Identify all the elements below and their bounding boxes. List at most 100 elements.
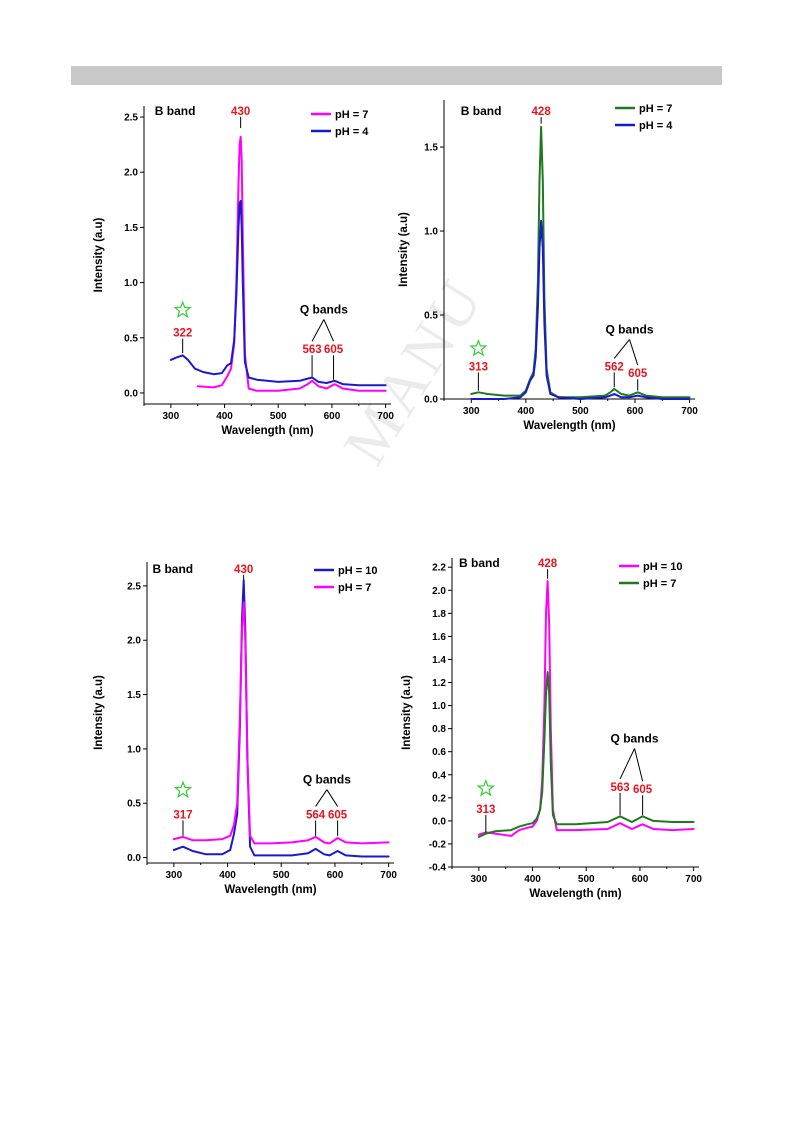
q-bands-bracket [634,748,644,782]
y-tick-label: 0.6 [432,747,446,758]
chart-panel-2: 300 400 500 600 700 0.0 0.5 1.0 1.5 Wavelength (n… [397,94,702,439]
x-tick-label: 700 [681,406,698,417]
b-band-label: B band [459,556,500,570]
legend-label: pH = 7 [335,109,368,121]
chart-4-svg: 300 400 500 600 700 -0.4 -0.2 0.0 0.2 0.4 0.6 0.8 1.… [401,556,702,900]
peak-label: 605 [633,784,653,796]
x-tick-label: 300 [463,406,480,417]
y-tick-label: 1.6 [432,632,446,643]
q-bands-label: Q bands [606,322,654,336]
peak-label: 430 [231,106,250,118]
y-tick-label: 0.2 [432,793,446,804]
peak-label: 605 [328,809,348,821]
peak-label: 605 [324,344,344,356]
peak-label: 605 [628,368,648,380]
y-tick-label: 0.0 [424,395,438,406]
y-tick-label: 1.0 [124,278,138,289]
q-bands-bracket [315,789,328,807]
x-tick-label: 600 [632,874,649,885]
y-tick-label: 2.2 [432,563,446,574]
q-bands-label: Q bands [300,302,348,316]
legend-label: pH = 10 [338,565,377,577]
q-bands-label: Q bands [303,773,351,787]
y-tick-label: 1.0 [127,744,141,755]
peak-label: 563 [610,782,629,794]
legend-label: pH = 7 [639,103,672,115]
chart-panel-4: 300 400 500 600 700 -0.4 -0.2 0.0 0.2 0.4 0.6 0.8 1.… [400,552,705,912]
y-tick-label: 0.5 [124,333,138,344]
peak-label: 428 [538,558,558,570]
q-bands-bracket [613,339,630,359]
b-band-label: B band [152,562,193,576]
x-axis-label: Wavelength (nm) [523,420,615,432]
y-tick-label: 2.5 [124,113,138,124]
y-tick-label: 0.5 [127,799,141,810]
y-tick-label: 2.0 [124,168,138,179]
peak-label: 322 [173,328,192,340]
y-tick-label: 0.8 [432,724,446,735]
peak-label: 317 [173,809,192,821]
chart-panel-3: 300 400 500 600 700 0.0 0.5 1.0 1.5 2.0 2.5 Wavelen… [92,552,407,912]
x-axis-label: Wavelength (nm) [529,888,621,900]
q-bands-bracket [326,789,339,807]
peak-label: 563 [302,344,321,356]
y-tick-label: 1.2 [432,678,446,689]
q-bands-label: Q bands [611,731,659,745]
x-tick-label: 700 [380,870,397,881]
y-tick-label: 0.0 [432,816,446,827]
y-axis-label: Intensity (a.u) [93,217,105,292]
y-tick-label: 1.5 [124,223,138,234]
x-tick-label: 400 [216,411,233,422]
y-tick-label: -0.4 [429,863,447,874]
x-tick-label: 500 [572,406,589,417]
legend-label: pH = 10 [643,561,682,573]
y-tick-label: 2.0 [432,586,446,597]
y-tick-label: 1.4 [432,655,446,666]
peak-label: 430 [234,564,253,576]
legend-label: pH = 7 [643,578,676,590]
x-tick-label: 400 [518,406,535,417]
y-tick-label: 0.0 [127,853,141,864]
q-bands-bracket [323,319,335,342]
x-tick-label: 300 [163,411,180,422]
header-bar [71,66,722,85]
y-tick-label: 0.5 [424,311,438,322]
x-tick-label: 300 [471,874,488,885]
y-tick-label: 1.0 [424,227,438,238]
x-tick-label: 700 [377,411,394,422]
y-tick-label: 2.0 [127,636,141,647]
x-tick-label: 300 [166,870,183,881]
y-axis-label: Intensity (a.u) [401,675,413,750]
b-band-label: B band [155,104,196,118]
series-line-2 [470,219,691,400]
x-tick-label: 600 [324,411,341,422]
peak-label: 564 [306,809,326,821]
x-tick-label: 600 [627,406,644,417]
series-line-2 [477,671,695,838]
x-tick-label: 700 [685,874,702,885]
y-tick-label: 1.8 [432,609,446,620]
q-bands-bracket [629,339,639,366]
peak-label: 562 [605,361,624,373]
x-tick-label: 400 [524,874,541,885]
y-tick-label: 0.0 [124,388,138,399]
chart-panel-1: 300 400 500 600 700 0.0 0.5 1.0 1.5 2.0 2.5 Wavelen… [92,94,397,439]
series-line-1 [477,580,695,837]
peak-label: 313 [469,361,488,373]
series-line-1 [172,579,390,858]
y-axis-label: Intensity (a.u) [93,675,105,750]
star-icon [469,338,488,357]
x-tick-label: 400 [219,870,236,881]
chart-1-svg: 300 400 500 600 700 0.0 0.5 1.0 1.5 2.0 2.5 Wavelen… [93,104,394,437]
series-line-1 [196,135,387,392]
x-tick-label: 500 [578,874,595,885]
x-axis-label: Wavelength (nm) [221,425,313,437]
q-bands-bracket [311,319,325,342]
y-tick-label: 2.5 [127,581,141,592]
legend-label: pH = 4 [639,120,673,132]
y-tick-label: 1.5 [424,143,438,154]
y-tick-label: -0.2 [429,839,447,850]
chart-2-svg: 300 400 500 600 700 0.0 0.5 1.0 1.5 Wavelength (n… [398,100,698,432]
y-tick-label: 1.5 [127,690,141,701]
star-icon [476,778,495,797]
